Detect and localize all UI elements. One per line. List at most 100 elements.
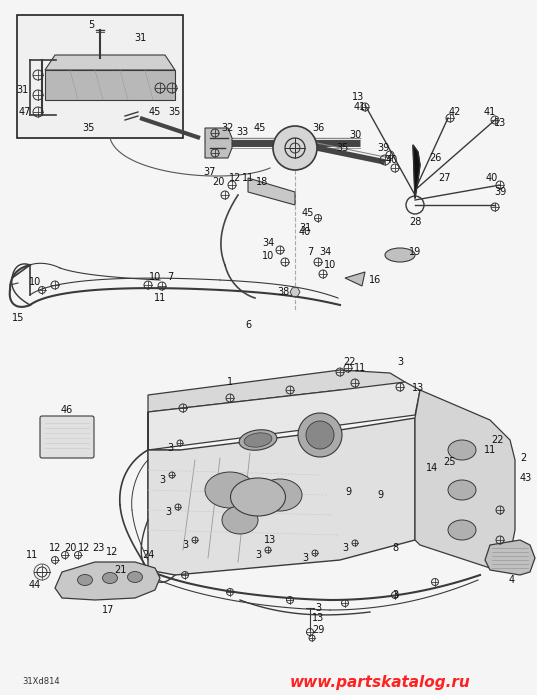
Polygon shape	[148, 382, 420, 450]
Text: 41: 41	[484, 107, 496, 117]
Text: 3: 3	[397, 357, 403, 367]
Bar	[17, 15, 183, 138]
Text: 35: 35	[169, 107, 181, 117]
Text: 30: 30	[349, 130, 361, 140]
Text: 32: 32	[222, 123, 234, 133]
Text: 35: 35	[337, 143, 349, 153]
Polygon shape	[45, 55, 175, 70]
Text: 3: 3	[255, 550, 261, 560]
Text: 13: 13	[312, 613, 324, 623]
Text: 9: 9	[345, 487, 351, 497]
Text: 14: 14	[426, 463, 438, 473]
Text: 46: 46	[61, 405, 73, 415]
Text: 12: 12	[49, 543, 61, 553]
Text: 11: 11	[242, 173, 254, 183]
Text: 3: 3	[167, 443, 173, 453]
Text: 22: 22	[492, 435, 504, 445]
Ellipse shape	[239, 430, 277, 450]
Text: 1: 1	[227, 377, 233, 387]
Text: 35: 35	[82, 123, 94, 133]
Text: 45: 45	[149, 107, 161, 117]
Text: 33: 33	[236, 127, 248, 137]
Text: 20: 20	[64, 543, 76, 553]
Text: 26: 26	[429, 153, 441, 163]
Text: 45: 45	[302, 208, 314, 218]
Text: 3: 3	[159, 475, 165, 485]
Text: 3: 3	[392, 590, 398, 600]
Text: 27: 27	[439, 173, 451, 183]
Text: 8: 8	[392, 543, 398, 553]
Text: 39: 39	[377, 143, 389, 153]
Text: 31: 31	[299, 223, 311, 233]
Ellipse shape	[448, 440, 476, 460]
Ellipse shape	[205, 472, 255, 508]
Text: 3: 3	[342, 543, 348, 553]
Text: 10: 10	[29, 277, 41, 287]
Text: 11: 11	[26, 550, 38, 560]
Text: 12: 12	[106, 547, 118, 557]
Text: 4: 4	[509, 575, 515, 585]
Text: 6: 6	[245, 320, 251, 330]
Text: 38: 38	[277, 287, 289, 297]
Text: 3: 3	[182, 540, 188, 550]
Text: 7: 7	[307, 247, 313, 257]
Ellipse shape	[448, 520, 476, 540]
Text: 21: 21	[114, 565, 126, 575]
Text: 22: 22	[344, 357, 356, 367]
Text: 29: 29	[312, 625, 324, 635]
Text: 24: 24	[142, 550, 154, 560]
Text: 3: 3	[315, 603, 321, 613]
Text: 40: 40	[486, 173, 498, 183]
Text: 12: 12	[229, 173, 241, 183]
Ellipse shape	[244, 433, 272, 447]
Ellipse shape	[77, 575, 92, 585]
Polygon shape	[55, 562, 160, 600]
Text: 3: 3	[302, 553, 308, 563]
Text: 47: 47	[19, 107, 31, 117]
Polygon shape	[148, 412, 180, 545]
Text: 16: 16	[369, 275, 381, 285]
Text: 12: 12	[78, 543, 90, 553]
Text: 18: 18	[256, 177, 268, 187]
Text: 37: 37	[204, 167, 216, 177]
Text: 31: 31	[134, 33, 146, 43]
Text: 34: 34	[319, 247, 331, 257]
Text: 19: 19	[409, 247, 421, 257]
Circle shape	[273, 126, 317, 170]
Text: 11: 11	[484, 445, 496, 455]
Ellipse shape	[258, 479, 302, 511]
Polygon shape	[148, 370, 405, 412]
FancyBboxPatch shape	[40, 416, 94, 458]
Polygon shape	[345, 272, 365, 286]
Polygon shape	[248, 178, 295, 205]
Polygon shape	[45, 70, 175, 100]
Polygon shape	[205, 128, 232, 158]
Text: 28: 28	[409, 217, 421, 227]
Text: 13: 13	[412, 383, 424, 393]
Text: 23: 23	[92, 543, 104, 553]
Text: 40: 40	[386, 155, 398, 165]
Text: 41: 41	[354, 102, 366, 112]
Text: 15: 15	[12, 313, 24, 323]
Text: 5: 5	[88, 20, 94, 30]
Text: 42: 42	[449, 107, 461, 117]
Text: 7: 7	[167, 272, 173, 282]
Circle shape	[306, 421, 334, 449]
Text: 34: 34	[262, 238, 274, 248]
Text: 31Xd814: 31Xd814	[22, 678, 60, 687]
Text: 10: 10	[149, 272, 161, 282]
Text: 2: 2	[520, 453, 526, 463]
Polygon shape	[413, 145, 420, 198]
Ellipse shape	[127, 571, 142, 582]
Text: 20: 20	[212, 177, 224, 187]
Text: 13: 13	[494, 118, 506, 128]
Ellipse shape	[230, 478, 286, 516]
Text: 11: 11	[154, 293, 166, 303]
Circle shape	[298, 413, 342, 457]
Ellipse shape	[448, 480, 476, 500]
Ellipse shape	[222, 506, 258, 534]
Text: 40: 40	[299, 227, 311, 237]
Text: 43: 43	[520, 473, 532, 483]
Ellipse shape	[103, 573, 118, 584]
Polygon shape	[485, 540, 535, 575]
